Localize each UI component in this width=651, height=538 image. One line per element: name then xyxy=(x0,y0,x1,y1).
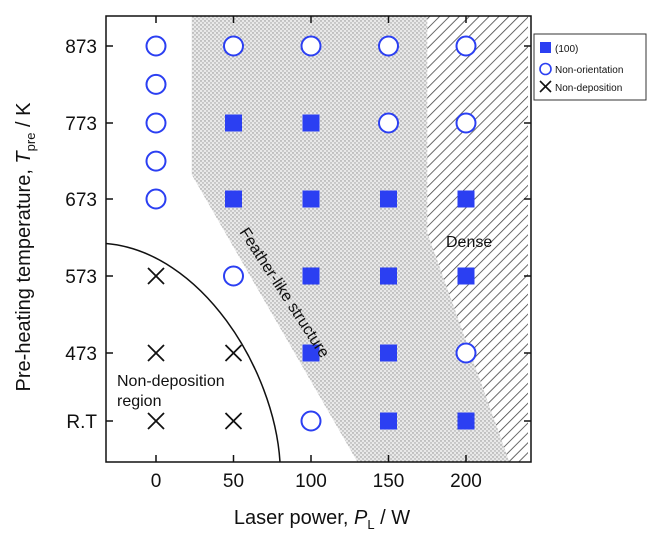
x-tick-label: 100 xyxy=(295,471,327,492)
circle-marker-non-orientation xyxy=(455,342,477,364)
circle-marker-non-orientation xyxy=(145,150,167,172)
square-marker-100 xyxy=(457,190,475,208)
legend-box xyxy=(533,33,647,101)
legend-label-non-deposition: Non-deposition xyxy=(555,83,622,94)
square-marker-100 xyxy=(302,267,320,285)
circle-marker-non-orientation xyxy=(223,35,244,57)
circle-marker-non-orientation xyxy=(300,410,322,432)
square-marker-100 xyxy=(225,114,242,132)
x-axis-title: Laser power, PL / W xyxy=(234,507,410,532)
y-tick-label: 473 xyxy=(65,344,97,365)
x-tick-label: 150 xyxy=(373,471,405,492)
circle-marker-non-orientation xyxy=(455,35,477,57)
circle-marker-non-orientation xyxy=(455,112,477,134)
circle-marker-non-orientation xyxy=(145,35,167,57)
x-tick-label: 50 xyxy=(223,471,244,492)
circle-marker-non-orientation xyxy=(145,188,167,210)
cross-marker-non-deposition xyxy=(147,267,165,285)
non-deposition-boundary xyxy=(106,242,281,462)
y-tick-labels: R.T 473 573 673 773 873 xyxy=(65,37,97,433)
circle-marker-non-orientation xyxy=(378,112,399,134)
square-marker-100 xyxy=(380,190,397,208)
legend-label-100: (100) xyxy=(555,44,578,55)
cross-marker-non-deposition xyxy=(147,412,165,430)
square-marker-100 xyxy=(302,114,320,132)
y-axis-title: Pre-heating temperature, Tpre / K xyxy=(13,102,38,392)
square-marker-100 xyxy=(302,190,320,208)
square-marker-100 xyxy=(457,267,475,285)
y-tick-label: R.T xyxy=(66,412,97,433)
y-tick-label: 773 xyxy=(65,114,97,135)
x-tick-label: 200 xyxy=(450,471,482,492)
legend-cross-marker xyxy=(539,80,552,93)
square-marker-100 xyxy=(302,344,320,362)
legend-square-marker xyxy=(540,42,551,53)
cross-marker-non-deposition xyxy=(224,412,243,430)
x-tick-labels: 0 50 100 150 200 xyxy=(151,471,482,492)
legend: (100) Non-orientation Non-deposition xyxy=(533,33,647,101)
circle-marker-non-orientation xyxy=(145,73,167,95)
data-markers xyxy=(145,35,477,432)
axis-ticks xyxy=(106,16,531,462)
non-deposition-region-label-2: region xyxy=(117,393,161,410)
square-marker-100 xyxy=(457,412,475,430)
non-deposition-region-label: Non-deposition xyxy=(117,373,225,390)
square-marker-100 xyxy=(380,267,397,285)
y-tick-label: 873 xyxy=(65,37,97,58)
plot-area xyxy=(105,15,532,463)
square-marker-100 xyxy=(225,190,242,208)
legend-circle-marker xyxy=(539,62,552,76)
circle-marker-non-orientation xyxy=(145,112,167,134)
square-marker-100 xyxy=(380,344,397,362)
y-tick-label: 573 xyxy=(65,267,97,288)
cross-marker-non-deposition xyxy=(147,344,165,362)
x-tick-label: 0 xyxy=(151,471,162,492)
legend-label-non-orientation: Non-orientation xyxy=(555,65,623,76)
cross-marker-non-deposition xyxy=(224,344,243,362)
circle-marker-non-orientation xyxy=(223,265,244,287)
square-marker-100 xyxy=(380,412,397,430)
y-tick-label: 673 xyxy=(65,190,97,211)
circle-marker-non-orientation xyxy=(300,35,322,57)
dense-region-label: Dense xyxy=(446,234,492,251)
circle-marker-non-orientation xyxy=(378,35,399,57)
dense-region xyxy=(427,16,528,462)
